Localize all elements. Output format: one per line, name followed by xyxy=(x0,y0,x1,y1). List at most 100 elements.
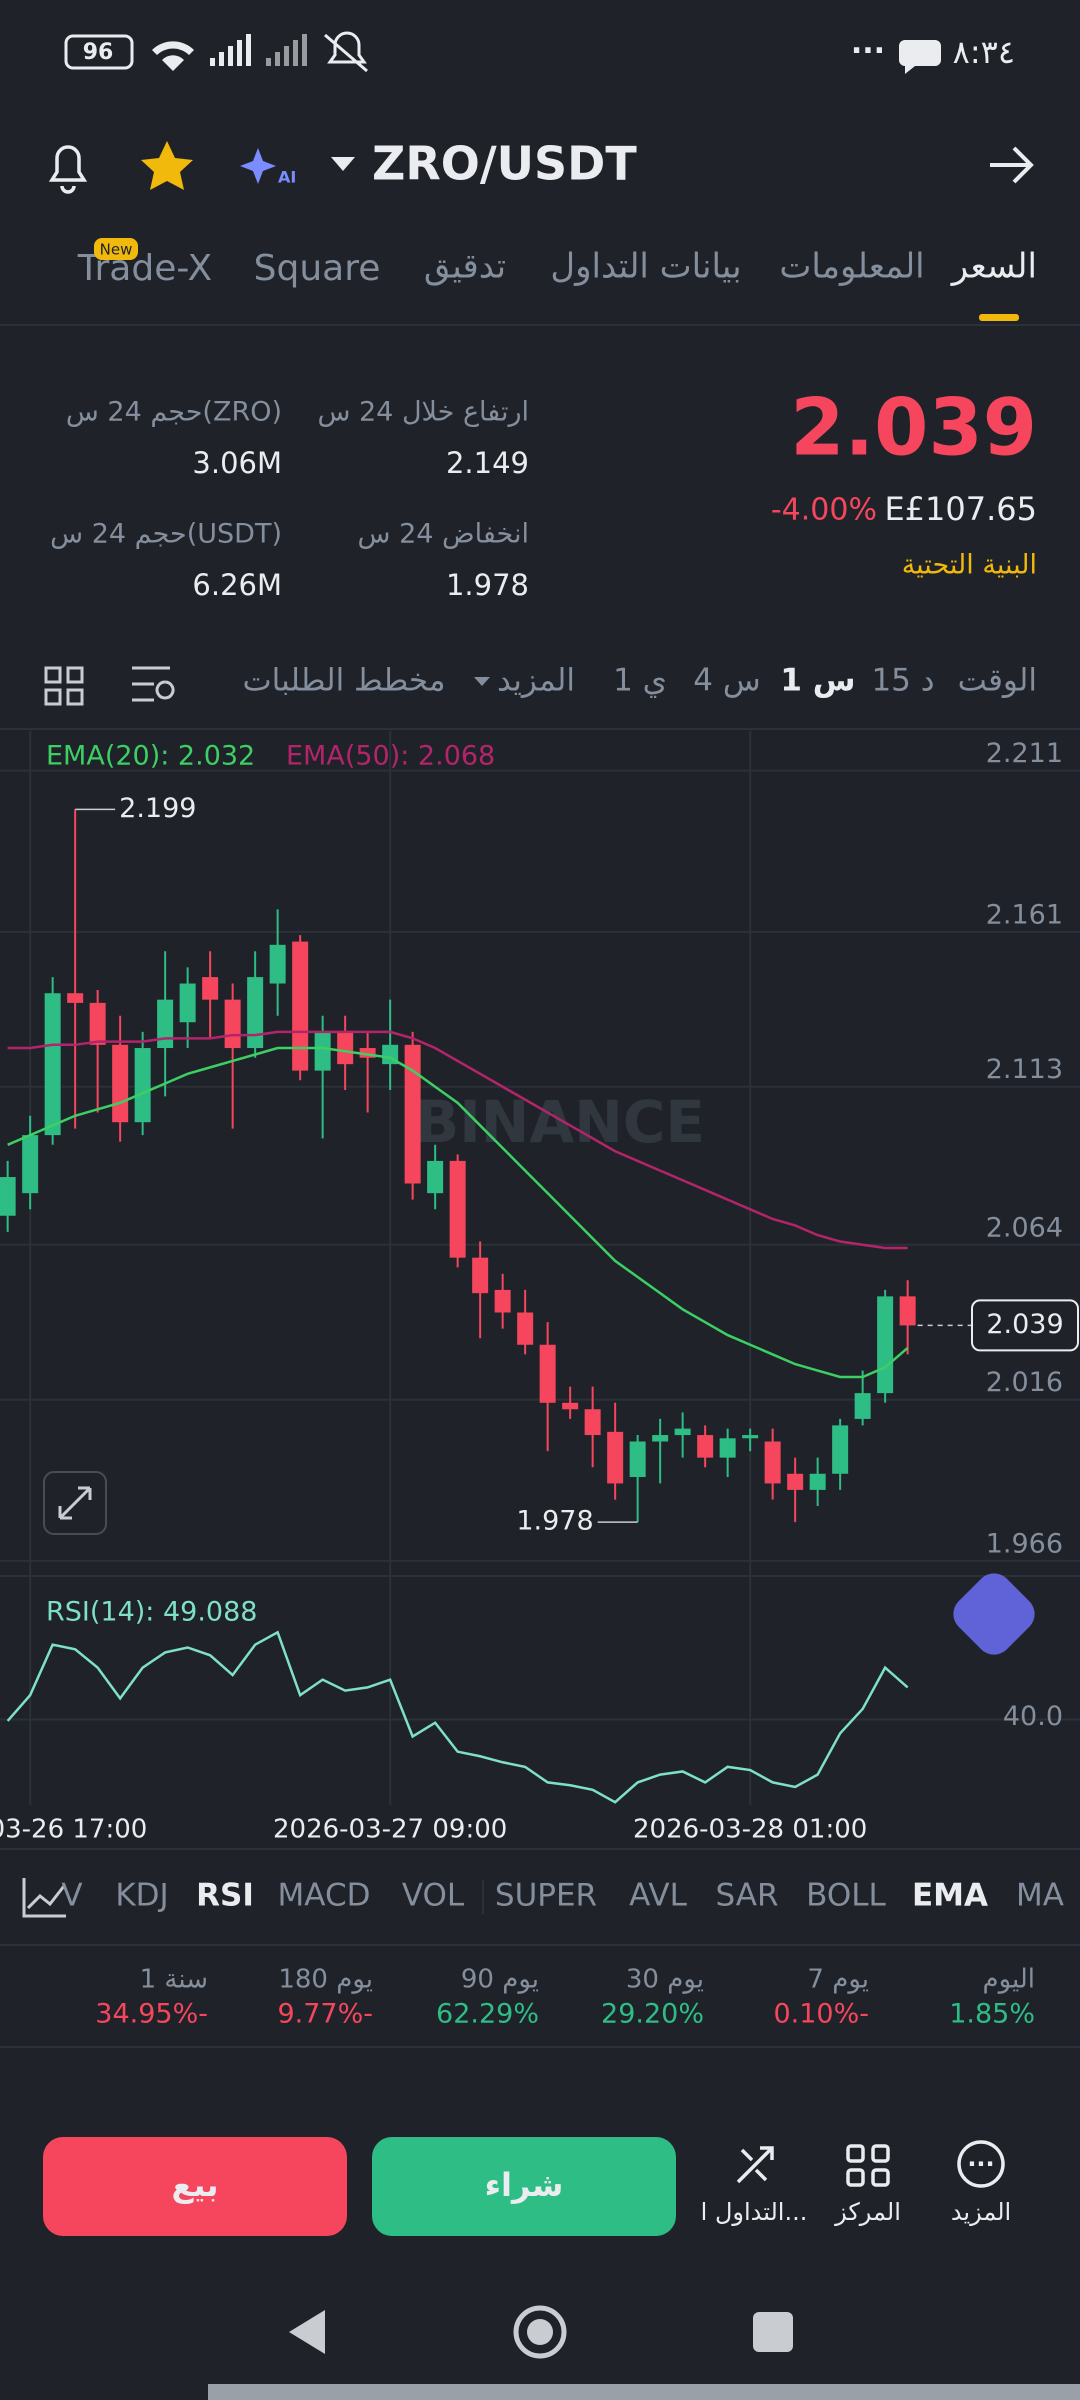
nav-home-dot xyxy=(527,2319,553,2345)
performance-value: 62.29% xyxy=(436,1999,539,2030)
forward-arrow[interactable] xyxy=(990,146,1034,184)
new-badge xyxy=(94,238,138,260)
interval-more[interactable]: المزيد xyxy=(497,663,575,699)
candle-body xyxy=(764,1441,781,1484)
more-dots: ··· xyxy=(851,34,885,69)
tab-active[interactable]: السعر xyxy=(950,247,1037,287)
tab[interactable]: المعلومات xyxy=(779,247,924,287)
candle-body xyxy=(179,983,196,1023)
nav-home[interactable] xyxy=(513,2305,567,2359)
indicator-tab[interactable]: SAR xyxy=(716,1878,779,1914)
sell-button[interactable] xyxy=(43,2137,347,2236)
sell-label: بيع xyxy=(172,2166,219,2204)
candle-body xyxy=(899,1296,916,1326)
ema50-line xyxy=(7,1030,908,1250)
buy-label: شراء xyxy=(485,2166,564,2204)
stat-label: انخفاض 24 س xyxy=(358,519,529,550)
y-tick-label: 2.016 xyxy=(986,1367,1063,1398)
indicator-tab[interactable]: RSI xyxy=(196,1878,254,1914)
interval-option[interactable]: 4 س xyxy=(693,663,760,699)
battery-icon xyxy=(64,34,134,70)
clock: ٨:٣٤ xyxy=(953,33,1015,71)
stat-label: ارتفاع خلال 24 س xyxy=(317,397,529,428)
candle-body xyxy=(877,1296,894,1394)
candle-body xyxy=(202,977,219,1000)
indicator-tab[interactable]: BOLL xyxy=(806,1878,886,1914)
candle-body xyxy=(247,977,264,1049)
indicator-tab[interactable]: AVL xyxy=(629,1878,687,1914)
interval-option[interactable]: 15 د xyxy=(871,663,934,699)
candle-body xyxy=(269,944,286,984)
indicator-tab[interactable]: EMA xyxy=(912,1878,988,1914)
bell-button[interactable] xyxy=(48,145,88,194)
candle-body xyxy=(494,1289,511,1313)
indicator-tab[interactable]: VOL xyxy=(402,1878,465,1914)
candle-body xyxy=(224,999,241,1049)
performance-value: 9.77%- xyxy=(277,1999,373,2030)
mute-icon xyxy=(324,31,368,73)
indicator-tab[interactable]: V xyxy=(61,1878,82,1914)
indicator-tab[interactable]: SUPER xyxy=(495,1878,597,1914)
candle-body xyxy=(607,1431,624,1484)
tab[interactable]: بيانات التداول xyxy=(550,247,741,287)
assistant-button[interactable] xyxy=(946,1566,1042,1662)
last-price: 2.039 xyxy=(790,383,1037,473)
trade-label: التداول ا... xyxy=(701,2198,808,2226)
ema20-line xyxy=(7,1046,909,1379)
favorite-button[interactable] xyxy=(141,141,193,190)
chart-settings[interactable] xyxy=(132,666,175,702)
more-caret xyxy=(474,677,490,686)
performance-value: 34.95%- xyxy=(95,1999,208,2030)
tab-indicator xyxy=(979,314,1019,321)
stat-value: 2.149 xyxy=(446,446,529,480)
candle-body xyxy=(854,1393,871,1419)
price-chart: 2.211 2.161 2.113 2.064 2.016 1.966 40.0 2026-0… xyxy=(0,731,1080,1845)
gesture-bar xyxy=(208,2384,1080,2400)
candle-body xyxy=(697,1435,714,1458)
candle-body xyxy=(22,1135,39,1194)
candle-body xyxy=(112,1044,129,1123)
candle-body xyxy=(629,1441,646,1477)
rsi-tick-label: 40.0 xyxy=(1003,1701,1063,1732)
candle-body xyxy=(449,1160,466,1258)
ema50-legend: EMA(50): 2.068 xyxy=(286,741,495,772)
candle-body xyxy=(359,1048,376,1058)
nav-back[interactable] xyxy=(289,2310,325,2354)
stat-label: حجم 24 س(ZRO) xyxy=(66,397,282,428)
last-price-label: 2.039 xyxy=(986,1309,1063,1340)
performance-label: 30 يوم xyxy=(626,1965,704,1995)
x-tick-label: 2026-03-28 01:00 xyxy=(633,1815,867,1845)
expand-button[interactable] xyxy=(43,1471,107,1535)
pair-name[interactable]: ZRO/USDT xyxy=(372,137,637,191)
buy-button[interactable] xyxy=(372,2137,676,2236)
min-label: 1.978 xyxy=(516,1506,593,1537)
performance-label: 1 سنة xyxy=(140,1965,208,1995)
stat-value: 6.26M xyxy=(192,568,282,602)
layout-button[interactable] xyxy=(44,666,84,706)
y-tick-label: 2.113 xyxy=(986,1054,1063,1085)
candle-body xyxy=(719,1438,736,1458)
ai-button[interactable] xyxy=(240,148,276,184)
candle-body xyxy=(652,1435,669,1442)
interval-selected[interactable]: 1 س xyxy=(780,663,855,699)
interval-label: الوقت xyxy=(958,663,1037,699)
stat-value: 3.06M xyxy=(192,446,282,480)
interval-option[interactable]: 1 ي xyxy=(613,663,667,699)
pair-dropdown[interactable] xyxy=(331,157,355,171)
trade-icon[interactable] xyxy=(736,2146,774,2184)
y-tick-label: 2.211 xyxy=(986,738,1063,769)
indicator-tab[interactable]: MA xyxy=(1016,1878,1064,1914)
nav-recents[interactable] xyxy=(753,2312,793,2352)
performance-row: اليوم 1.85% 7 يوم 0.10%- 30 يوم 29.20% 90 يوم 6… xyxy=(95,1965,1035,2030)
more-icon[interactable] xyxy=(957,2140,1005,2188)
indicator-icon[interactable] xyxy=(22,1878,66,1918)
center-icon[interactable] xyxy=(846,2144,890,2187)
tab[interactable]: تدقيق xyxy=(424,247,506,287)
depth-chart[interactable]: مخطط الطلبات xyxy=(242,663,445,699)
tab[interactable]: Square xyxy=(254,248,381,289)
indicator-tab[interactable]: KDJ xyxy=(115,1878,168,1914)
indicator-tab[interactable]: MACD xyxy=(278,1878,371,1914)
